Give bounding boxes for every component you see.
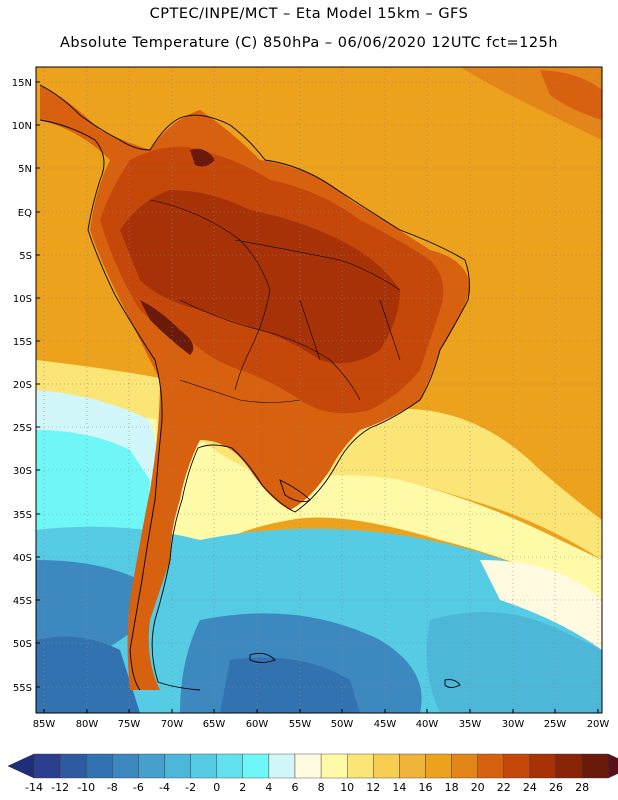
lon-label: 40W: [416, 719, 439, 730]
colorbar-swatch: [373, 753, 400, 779]
lat-label: 10S: [13, 294, 32, 305]
lat-label: 40S: [13, 553, 32, 564]
lon-label: 50W: [331, 719, 354, 730]
colorbar-swatch: [555, 753, 583, 779]
lon-label: 85W: [33, 719, 56, 730]
lat-label: 25S: [13, 423, 32, 434]
colorbar-swatch: [451, 753, 478, 779]
lat-label: 5S: [19, 251, 32, 262]
colorbar-swatch: [294, 753, 322, 779]
colorbar-label: 0: [213, 781, 221, 794]
lon-label: 55W: [289, 719, 312, 730]
colorbar-swatch: [581, 753, 609, 779]
colorbar-swatch: [347, 753, 374, 779]
lat-label: 10N: [12, 121, 32, 132]
lon-label: 45W: [374, 719, 397, 730]
colorbar-extend-high: [607, 753, 618, 779]
colorbar-label: 14: [392, 781, 407, 794]
colorbar-label: 6: [291, 781, 299, 794]
country-borders: [149, 199, 401, 403]
coastlines: [39, 84, 470, 691]
lon-label: 80W: [76, 719, 99, 730]
colorbar-label: 24: [522, 781, 537, 794]
lon-label: 35W: [459, 719, 482, 730]
colorbar: [7, 753, 618, 779]
longitude-labels: 85W 80W 75W 70W 65W 60W 55W 50W 45W 40W …: [33, 719, 610, 730]
lat-label: 45S: [13, 596, 32, 607]
colorbar-label: 2: [239, 781, 247, 794]
colorbar-swatch: [190, 753, 217, 779]
colorbar-swatch: [216, 753, 243, 779]
colorbar-swatch: [320, 753, 348, 779]
lon-label: 30W: [502, 719, 525, 730]
colorbar-label: 20: [470, 781, 485, 794]
colorbar-swatch: [59, 753, 87, 779]
colorbar-label: -12: [51, 781, 70, 794]
lat-label: 20S: [13, 380, 32, 391]
temperature-field: [36, 67, 602, 713]
colorbar-swatch: [268, 753, 296, 779]
colorbar-label: 12: [366, 781, 381, 794]
colorbar-label: 18: [444, 781, 459, 794]
lat-label: 5N: [18, 164, 32, 175]
lat-label: EQ: [18, 208, 32, 219]
lon-label: 65W: [203, 719, 226, 730]
latitude-labels: 15N 10N 5N EQ 5S 10S 15S 20S 25S 30S 35S…: [12, 78, 32, 694]
lon-label: 20W: [587, 719, 610, 730]
colorbar-swatch: [164, 753, 191, 779]
colorbar-label: 28: [575, 781, 590, 794]
colorbar-label: -10: [77, 781, 96, 794]
colorbar-swatch: [138, 753, 165, 779]
colorbar-extend-low: [7, 753, 35, 779]
map-frame-border: [35, 66, 603, 714]
colorbar-swatch: [242, 753, 270, 779]
colorbar-label: 10: [340, 781, 355, 794]
colorbar-swatch: [33, 753, 61, 779]
colorbar-swatch: [477, 753, 505, 779]
colorbar-label: 4: [265, 781, 273, 794]
colorbar-swatch: [503, 753, 531, 779]
lat-label: 30S: [13, 466, 32, 477]
colorbar-label: 16: [418, 781, 433, 794]
lon-label: 25W: [544, 719, 567, 730]
colorbar-label: -8: [106, 781, 118, 794]
lat-label: 15N: [12, 78, 32, 89]
colorbar-label: 26: [549, 781, 563, 794]
map-title: CPTEC/INPE/MCT – Eta Model 15km – GFS: [149, 6, 469, 22]
lat-label: 35S: [13, 510, 32, 521]
lat-label: 50S: [13, 639, 32, 650]
colorbar-swatch: [399, 753, 426, 779]
colorbar-label: -14: [25, 781, 43, 794]
colorbar-label: 8: [317, 781, 325, 794]
colorbar-swatch: [529, 753, 557, 779]
lon-label: 75W: [118, 719, 141, 730]
axis-ticks: [36, 81, 599, 713]
lat-label: 15S: [13, 337, 32, 348]
colorbar-label: -4: [159, 781, 170, 794]
map-subtitle: Absolute Temperature (C) 850hPa – 06/06/…: [59, 35, 559, 51]
colorbar-swatch: [112, 753, 139, 779]
colorbar-label: -6: [132, 781, 144, 794]
lon-label: 60W: [246, 719, 269, 730]
lon-label: 70W: [161, 719, 184, 730]
colorbar-swatch: [85, 753, 113, 779]
colorbar-swatch: [425, 753, 452, 779]
colorbar-label: 22: [496, 781, 511, 794]
colorbar-label: -2: [185, 781, 197, 794]
lat-label: 55S: [13, 683, 32, 694]
